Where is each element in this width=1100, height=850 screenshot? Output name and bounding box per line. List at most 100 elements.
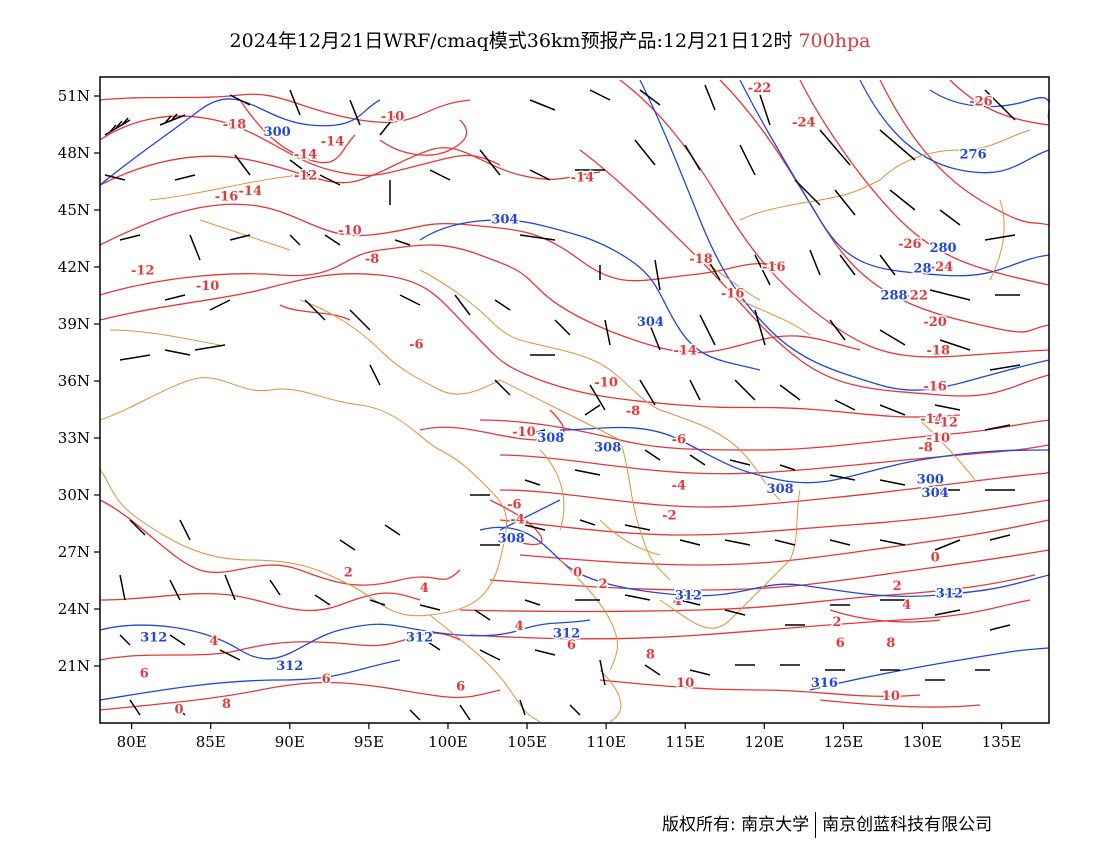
- isotherm-label: 0: [175, 703, 184, 718]
- isotherm-label: -8: [626, 404, 640, 419]
- isotherm-label: 2: [598, 577, 607, 592]
- isotherm-label: 4: [420, 581, 429, 596]
- height-contour-label: 312: [406, 630, 433, 645]
- isotherm-label: -14: [239, 184, 263, 199]
- isotherm-label: 4: [209, 634, 218, 649]
- footer-separator: [815, 812, 817, 838]
- lat-tick-label: 36N: [58, 372, 90, 390]
- isotherm-label: 2: [893, 579, 902, 594]
- isotherm-label: 6: [322, 672, 331, 687]
- isotherm-label: 0: [573, 566, 582, 581]
- isotherm-label: 6: [456, 680, 465, 695]
- height-contour-label: 312: [140, 630, 167, 645]
- lat-tick-label: 48N: [58, 144, 90, 162]
- isotherm-label: -16: [721, 286, 745, 301]
- isotherm-label: -10: [512, 425, 536, 440]
- isotherm-label: -6: [507, 497, 521, 512]
- isotherm-label: -18: [223, 117, 247, 132]
- isotherm-label: -22: [904, 288, 928, 303]
- map-title: 2024年12月21日WRF/cmaq模式36km预报产品:12月21日12时 7…: [0, 26, 1100, 53]
- isotherm-label: -8: [365, 252, 379, 267]
- height-contour-label: 316: [811, 676, 838, 691]
- lon-axis: 80E 85E 90E 95E 100E 105E 110E 115E 120E 125E 130E…: [117, 723, 1022, 751]
- lon-tick-label: 105E: [507, 733, 547, 751]
- height-contour-label: 308: [498, 532, 525, 547]
- isotherm-label: 10: [882, 689, 900, 704]
- isotherm-label: -12: [131, 264, 155, 279]
- height-contours: [100, 79, 1049, 701]
- isotherm-label: -12: [294, 169, 318, 184]
- isotherm-label: 4: [515, 619, 524, 634]
- lon-tick-label: 125E: [824, 733, 864, 751]
- isotherm-label: -16: [762, 260, 786, 275]
- lon-tick-label: 115E: [665, 733, 705, 751]
- isotherm-label: 4: [673, 594, 682, 609]
- lon-tick-label: 100E: [428, 733, 468, 751]
- isotherm-label: 8: [886, 636, 895, 651]
- isotherm-label: 8: [646, 647, 655, 662]
- lat-tick-label: 21N: [58, 657, 90, 675]
- copyright-text-1: 版权所有: 南京大学: [662, 815, 810, 835]
- lat-axis: 51N 48N 45N 42N 39N 36N 33N 30N 27N 24N 21N: [58, 87, 100, 675]
- lat-tick-label: 39N: [58, 315, 90, 333]
- lat-tick-label: 30N: [58, 486, 90, 504]
- height-contour-label: 280: [929, 241, 956, 256]
- isotherm-label: -14: [920, 412, 944, 427]
- lon-tick-label: 135E: [982, 733, 1022, 751]
- wind-barbs: [104, 84, 1021, 721]
- lon-tick-label: 85E: [196, 733, 226, 751]
- isotherm-label: -10: [196, 279, 220, 294]
- isotherm-label: -14: [673, 343, 697, 358]
- temperature-labels: -18-10-14-14-12-16 -14-12-10-10-8-6-14-18…: [129, 80, 994, 719]
- isotherm-label: 6: [836, 636, 845, 651]
- lat-tick-label: 27N: [58, 543, 90, 561]
- pressure-level: 700hpa: [798, 30, 871, 52]
- height-contour-label: 308: [767, 482, 794, 497]
- height-contour-label: 304: [922, 486, 949, 501]
- lat-tick-label: 45N: [58, 201, 90, 219]
- height-contour-label: 304: [491, 212, 518, 227]
- isotherm-label: -16: [923, 380, 947, 395]
- isotherm-label: -22: [748, 81, 772, 96]
- isotherm-label: -6: [409, 338, 423, 353]
- isotherm-label: -2: [662, 509, 676, 524]
- copyright-footer: 版权所有: 南京大学 南京创蓝科技有限公司: [662, 810, 992, 838]
- lon-tick-label: 120E: [745, 733, 785, 751]
- lon-tick-label: 110E: [586, 733, 626, 751]
- plot-frame: [99, 76, 1050, 724]
- isotherm-label: 0: [931, 551, 940, 566]
- lon-tick-label: 130E: [903, 733, 943, 751]
- temperature-contours: [100, 79, 1049, 711]
- isotherm-label: 8: [222, 697, 231, 712]
- height-contour-label: 312: [936, 587, 963, 602]
- isotherm-label: -16: [215, 190, 239, 205]
- isotherm-label: 2: [344, 566, 353, 581]
- copyright-text-2: 南京创蓝科技有限公司: [822, 815, 993, 835]
- height-contour-label: 304: [637, 315, 664, 330]
- isotherm-label: -12: [934, 416, 958, 431]
- isotherm-label: 10: [676, 676, 694, 691]
- boundary-lines: [100, 129, 1031, 723]
- lon-tick-label: 90E: [275, 733, 305, 751]
- lon-tick-label: 95E: [354, 733, 384, 751]
- isotherm-label: -8: [918, 440, 932, 455]
- height-contour-label: 300: [264, 125, 291, 140]
- isotherm-label: -26: [898, 237, 922, 252]
- isotherm-label: -10: [927, 431, 951, 446]
- isotherm-label: -20: [923, 315, 947, 330]
- height-contour-label: 28: [913, 262, 931, 277]
- height-contour-label: 276: [960, 148, 987, 163]
- height-contour-label: 288: [880, 288, 907, 303]
- title-text: 2024年12月21日WRF/cmaq模式36km预报产品:12月21日12时: [229, 30, 793, 52]
- isotherm-label: -10: [338, 224, 362, 239]
- isotherm-label: -4: [672, 478, 686, 493]
- isotherm-label: 6: [140, 666, 149, 681]
- isotherm-label: -14: [571, 171, 595, 186]
- height-contour-label: 300: [917, 473, 944, 488]
- lat-tick-label: 33N: [58, 429, 90, 447]
- isotherm-label: 2: [833, 615, 842, 630]
- height-contour-label: 308: [594, 440, 621, 455]
- height-labels: 3003043043083083083083123123123123123003…: [139, 123, 988, 692]
- isotherm-label: -14: [294, 148, 318, 163]
